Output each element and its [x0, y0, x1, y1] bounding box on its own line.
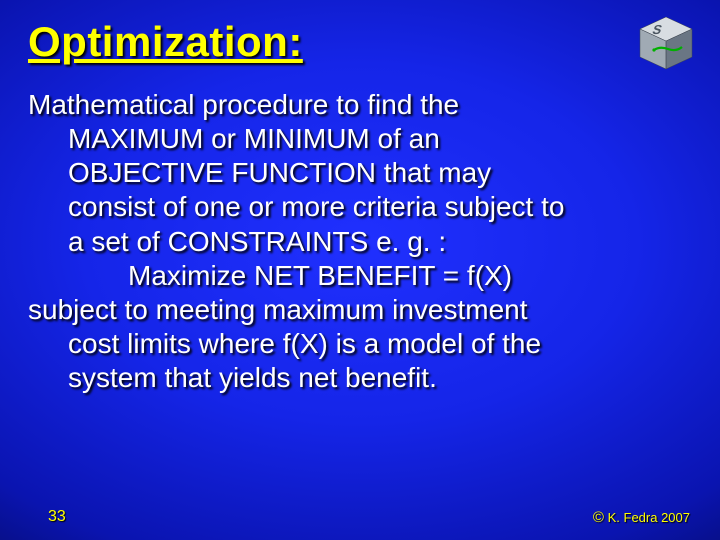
- body-line: subject to meeting maximum investment: [28, 294, 528, 325]
- body-line: Maximize NET BENEFIT = f(X): [28, 259, 692, 293]
- copyright-text: K. Fedra 2007: [608, 510, 690, 525]
- body-line: Mathematical procedure to find the: [28, 89, 459, 120]
- copyright: © K. Fedra 2007: [593, 509, 690, 526]
- cube-logo-icon: S: [634, 14, 698, 72]
- body-line: OBJECTIVE FUNCTION that may: [28, 156, 692, 190]
- body-line: MAXIMUM or MINIMUM of an: [28, 122, 692, 156]
- slide-footer: 33 © K. Fedra 2007: [0, 508, 720, 526]
- body-line: a set of CONSTRAINTS e. g. :: [28, 225, 692, 259]
- slide: S Optimization: Mathematical procedure t…: [0, 0, 720, 540]
- slide-title: Optimization:: [28, 18, 692, 66]
- body-line: cost limits where f(X) is a model of the: [28, 327, 692, 361]
- copyright-symbol: ©: [593, 509, 604, 526]
- body-line: consist of one or more criteria subject …: [28, 190, 692, 224]
- slide-number: 33: [48, 508, 66, 526]
- slide-body: Mathematical procedure to find the MAXIM…: [28, 88, 692, 395]
- body-line: system that yields net benefit.: [28, 361, 692, 395]
